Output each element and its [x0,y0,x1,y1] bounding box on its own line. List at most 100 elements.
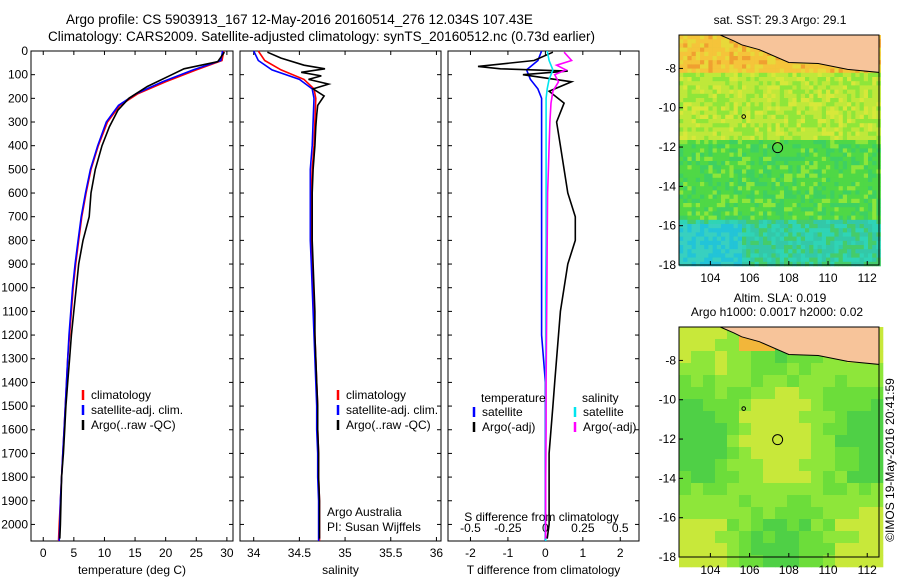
difference-xtick-label: -2 [465,546,476,560]
difference-xlabel: T difference from climatology [467,563,621,577]
map-xtick-label: 112 [858,563,877,577]
difference-top-label: S difference from climatology [464,510,619,524]
map-ytick-label: -18 [659,550,677,564]
salinity-annotation-2: PI: Susan Wijffels [327,520,421,534]
depth-tick-label: 1700 [1,446,28,460]
temperature-legend-label: Argo(..raw -QC) [91,418,176,432]
salinity-xtick-label: 35 [338,546,352,560]
map-xtick-label: 108 [779,271,799,285]
depth-tick-label: 800 [8,233,28,247]
temperature-xtick-label: 20 [159,546,173,560]
difference-xtick-label: -1 [503,546,514,560]
depth-tick-label: 1300 [1,352,28,366]
sst-map-title: sat. SST: 29.3 Argo: 29.1 [714,13,847,27]
map-frame [678,34,880,266]
sla-map-title-line2: Argo h1000: 0.0017 h2000: 0.02 [691,305,863,319]
map-ytick-label: -10 [659,101,677,115]
salinity-xtick-label: 36 [430,546,444,560]
difference-legend-label: Argo(-adj) [583,420,636,434]
map-xtick-label: 104 [700,563,720,577]
depth-tick-label: 1200 [1,328,28,342]
temperature-xlabel: temperature (deg C) [78,563,186,577]
map-heatmap-cells [679,327,884,568]
temperature-xtick-label: 10 [98,546,112,560]
difference-series-line [477,51,577,539]
difference-legend-label: satellite [583,405,624,419]
depth-tick-label: 900 [8,257,28,271]
argo-float-marker [772,142,784,154]
salinity-series-line [267,51,332,539]
depth-tick-label: 0 [21,44,28,58]
salinity-axes-frame [239,50,442,542]
map-ytick-label: -12 [659,432,677,446]
difference-top-tick-label: 0.5 [612,521,629,535]
depth-tick-label: 1900 [1,494,28,508]
depth-tick-label: 300 [8,115,28,129]
temperature-xtick-label: 15 [128,546,142,560]
depth-tick-label: 700 [8,210,28,224]
map-christmas-island [741,114,747,119]
map-ytick-label: -16 [659,511,677,525]
map-ytick-label: -14 [659,179,677,193]
figure-title-line2: Climatology: CARS2009. Satellite-adjuste… [48,29,596,44]
depth-tick-label: 1000 [1,281,28,295]
difference-xtick-label: 1 [579,546,586,560]
argo-float-marker [772,434,784,446]
map-xtick-label: 106 [740,563,760,577]
depth-tick-label: 200 [8,91,28,105]
salinity-xtick-label: 35.5 [379,546,403,560]
map-xtick-label: 110 [818,271,837,285]
depth-tick-label: 2000 [1,517,28,531]
depth-tick-label: 1400 [1,375,28,389]
map-xtick-label: 104 [700,271,720,285]
temperature-legend-label: climatology [91,388,151,402]
difference-legend-label: satellite [482,405,523,419]
map-xtick-label: 110 [818,563,837,577]
figure-title-line1: Argo profile: CS 5903913_167 12-May-2016… [66,12,533,27]
temperature-xtick-label: 5 [71,546,78,560]
map-ytick-label: -16 [659,219,677,233]
difference-xtick-label: 2 [617,546,624,560]
sla-map-title-line1: Altim. SLA: 0.019 [734,291,827,305]
salinity-legend-label: Argo(..raw -QC) [346,418,431,432]
map-xtick-label: 106 [740,271,760,285]
map-ytick-label: -18 [659,258,677,272]
temperature-xtick-label: 0 [40,546,47,560]
salinity-legend-label: satellite-adj. clim. [346,403,438,417]
temperature-xtick-label: 25 [190,546,204,560]
difference-top-tick-label: 0.25 [571,521,595,535]
map-ytick-label: -14 [659,471,677,485]
depth-tick-label: 1800 [1,470,28,484]
depth-tick-label: 1100 [2,304,28,318]
salinity-annotation-1: Argo Australia [327,505,402,519]
difference-xtick-label: 0 [542,546,549,560]
depth-tick-label: 100 [8,68,28,82]
temperature-legend-label: satellite-adj. clim. [91,403,183,417]
salinity-xlabel: salinity [322,563,359,577]
salinity-xtick-label: 34.5 [288,546,312,560]
depth-tick-label: 500 [8,162,28,176]
temperature-xtick-label: 30 [220,546,234,560]
imos-timestamp: ©IMOS 19-May-2016 20:41:59 [883,378,897,542]
salinity-legend-label: climatology [346,388,406,402]
map-ytick-label: -8 [665,61,676,75]
map-ytick-label: -8 [665,353,676,367]
map-christmas-island [741,406,747,411]
difference-legend-label: Argo(-adj) [482,420,535,434]
depth-tick-label: 400 [8,139,28,153]
map-frame [678,326,880,558]
map-ytick-label: -10 [659,393,677,407]
map-xtick-label: 112 [858,271,877,285]
difference-legend-title-salinity: salinity [582,391,619,405]
temperature-series-line [59,51,226,539]
difference-top-tick-label: -0.25 [494,521,522,535]
map-xtick-label: 108 [779,563,799,577]
difference-axes-frame [447,50,640,542]
depth-tick-label: 600 [8,186,28,200]
depth-tick-label: 1500 [1,399,28,413]
map-ytick-label: -12 [659,140,677,154]
depth-tick-label: 1600 [1,423,28,437]
salinity-xtick-label: 34 [247,546,261,560]
temperature-axes-frame [30,50,234,542]
